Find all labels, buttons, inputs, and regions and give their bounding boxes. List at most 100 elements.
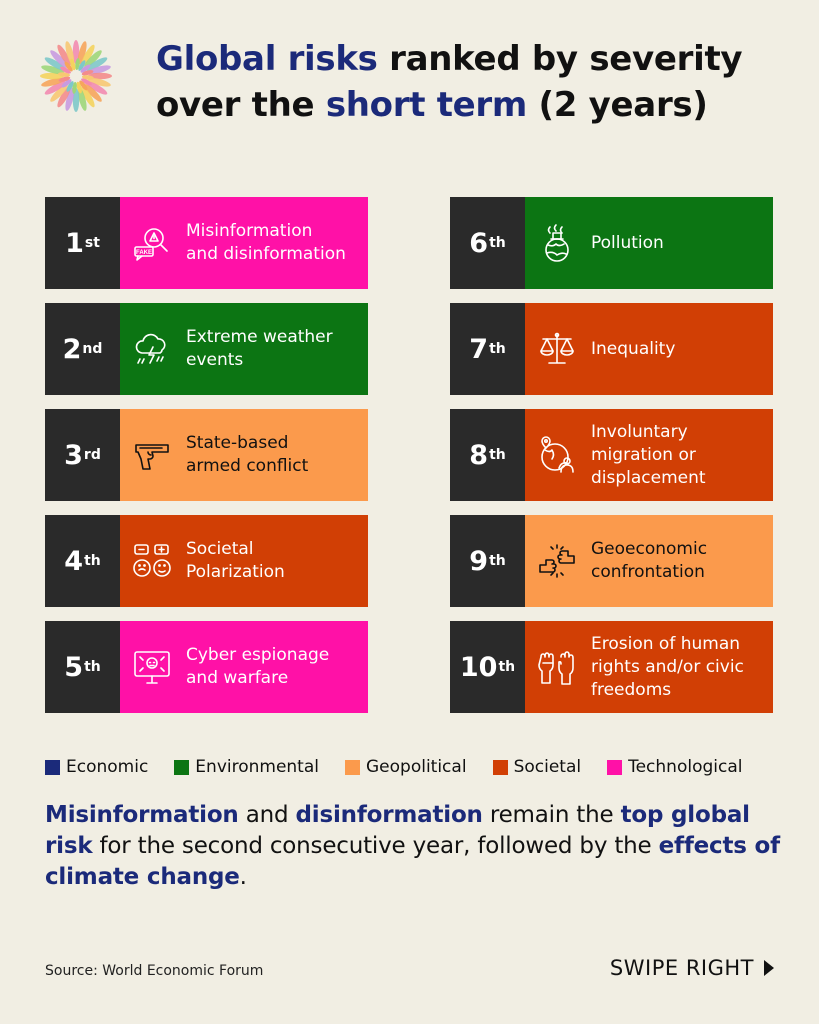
category-legend: Economic Environmental Geopolitical Soci… xyxy=(45,757,785,777)
risk-label: Pollution xyxy=(591,232,664,255)
polluted-globe-icon xyxy=(537,223,577,263)
risk-label-line: freedoms xyxy=(591,679,672,700)
page-title: Global risks ranked by severity over the… xyxy=(156,36,796,128)
risk-label-line: migration or xyxy=(591,444,696,465)
wef-flower-logo xyxy=(38,38,114,114)
risk-body-environmental: Pollution xyxy=(525,197,773,289)
legend-swatch xyxy=(345,759,360,775)
risk-label: Involuntary migration or displacement xyxy=(591,421,706,490)
legend-swatch xyxy=(492,759,508,775)
rank-suffix: th xyxy=(498,659,516,675)
risk-body-technological: FAKE Misinformation and disinformation xyxy=(120,197,368,289)
risk-label: Societal Polarization xyxy=(186,538,285,584)
summary-text-part: . xyxy=(239,864,247,890)
globe-person-icon xyxy=(537,435,577,475)
rank-number: 6 xyxy=(469,227,489,259)
rank-number: 1 xyxy=(65,227,84,259)
risk-label-line: and disinformation xyxy=(186,244,346,264)
fake-news-icon: FAKE xyxy=(132,223,172,263)
legend-label: Economic xyxy=(66,757,149,777)
title-text-1: ranked by severity xyxy=(377,39,743,79)
legend-label: Technological xyxy=(628,757,743,777)
summary-highlight: Misinformation xyxy=(45,802,239,828)
legend-label: Geopolitical xyxy=(366,757,467,777)
rank-number: 8 xyxy=(469,439,489,471)
legend-item-economic: Economic xyxy=(45,757,148,777)
risk-label-line: displacement xyxy=(591,467,706,488)
risk-label-line: and warfare xyxy=(186,668,289,688)
risk-body-societal: Inequality xyxy=(525,303,773,395)
summary-text-part: remain the xyxy=(482,802,621,828)
gun-icon xyxy=(132,435,172,475)
rank-suffix: th xyxy=(489,341,506,357)
risk-label: Misinformation and disinformation xyxy=(186,220,346,266)
risk-body-societal: Societal Polarization xyxy=(120,515,368,607)
legend-item-societal: Societal xyxy=(492,757,581,777)
risk-label-line: State-based xyxy=(186,433,289,453)
summary-highlight: top global risk xyxy=(45,802,750,859)
swipe-label: SWIPE RIGHT xyxy=(609,956,754,980)
legend-label: Environmental xyxy=(195,757,319,777)
risk-label-line: Societal xyxy=(186,539,254,559)
rank-suffix: st xyxy=(84,235,100,251)
risk-label-line: events xyxy=(186,350,244,370)
source-credit: Source: World Economic Forum xyxy=(45,963,264,979)
rank-number: 2 xyxy=(62,333,82,365)
legend-item-geopolitical: Geopolitical xyxy=(345,757,467,777)
risk-body-geopolitical: State-based armed conflict xyxy=(120,409,368,501)
raised-fists-icon xyxy=(537,647,577,687)
risk-label-line: Misinformation xyxy=(186,221,313,241)
summary-highlight: effects of climate change xyxy=(45,833,780,890)
risk-label-line: Erosion of human xyxy=(591,633,741,654)
swipe-right-prompt[interactable]: SWIPE RIGHT xyxy=(610,956,774,980)
risk-label-line: confrontation xyxy=(591,562,705,582)
rank-suffix: th xyxy=(84,659,101,675)
summary-text-part: for the second consecutive year, followe… xyxy=(92,833,659,859)
rank-number: 9 xyxy=(469,545,489,577)
risk-label-line: Geoeconomic xyxy=(591,539,708,559)
risk-label-line: Polarization xyxy=(186,562,285,582)
title-highlight-global-risks: Global risks xyxy=(156,39,378,79)
risk-label-line: rights and/or civic xyxy=(591,656,744,677)
rank-suffix: nd xyxy=(82,341,103,357)
rank-suffix: th xyxy=(489,553,506,569)
risk-body-societal: Involuntary migration or displacement xyxy=(525,409,773,501)
rank-number: 10 xyxy=(459,651,498,683)
title-highlight-short-term: short term xyxy=(325,85,528,125)
rank-number: 4 xyxy=(64,545,84,577)
rank-suffix: th xyxy=(84,553,101,569)
cyber-attack-icon xyxy=(132,647,172,687)
risk-label-line: Pollution xyxy=(591,232,664,253)
legend-swatch xyxy=(607,759,623,775)
scales-icon xyxy=(537,329,577,369)
risk-label-line: armed conflict xyxy=(186,456,309,476)
legend-item-environmental: Environmental xyxy=(174,757,319,777)
risk-body-technological: Cyber espionage and warfare xyxy=(120,621,368,713)
rank-number: 7 xyxy=(469,333,489,365)
play-arrow-icon xyxy=(764,960,774,976)
legend-swatch xyxy=(45,759,60,775)
risk-body-geopolitical: Geoeconomic confrontation xyxy=(525,515,773,607)
summary-highlight: disinformation xyxy=(295,802,483,828)
risk-body-environmental: Extreme weather events xyxy=(120,303,368,395)
rank-number: 5 xyxy=(64,651,84,683)
storm-cloud-icon xyxy=(132,329,172,369)
risk-label: Inequality xyxy=(591,338,675,361)
risk-label-line: Involuntary xyxy=(591,421,688,442)
title-text-3: (2 years) xyxy=(527,85,708,125)
summary-text: Misinformation and disinformation remain… xyxy=(45,800,785,893)
